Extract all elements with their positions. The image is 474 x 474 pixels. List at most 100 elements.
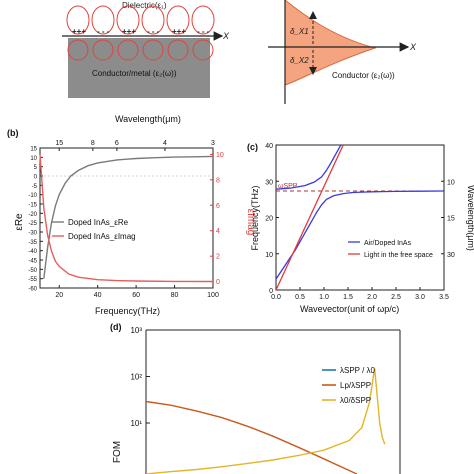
dielectric-label: Dielectric(ε₁) <box>122 1 167 10</box>
field-loop-upper <box>141 5 165 35</box>
y-left-tick-label: 0 <box>34 175 38 181</box>
delta2-label: δ_X2 <box>290 56 309 65</box>
y-left-tick-label: 20 <box>265 216 273 223</box>
panel-c-label: (c) <box>247 142 258 152</box>
panel-a-right: X δ_X1 δ_X2 Conductor (ε₂(ω)) <box>268 0 417 104</box>
x-tick-label: 3.0 <box>415 294 425 301</box>
conductor-label-a2: Conductor (ε₂(ω)) <box>332 71 395 80</box>
panel-c-plot: 0.0 0.5 1.0 1.5 2.0 2.5 3.0 3.5 0 10 20 30 40 10 15 30 ω… <box>265 143 455 301</box>
y-right-tick-label: 4 <box>216 228 220 235</box>
series-line-2 <box>146 368 386 474</box>
field-loop-lower <box>167 39 189 61</box>
panel-c-right-axis-title: Wavelength(μm) <box>466 185 474 251</box>
legend-label-0: Doped InAs_εRe <box>68 218 129 227</box>
y-right-tick-label: 10 <box>447 179 455 186</box>
y-right-tick-label: 30 <box>447 252 455 259</box>
x-axis-label-a: X <box>222 31 230 41</box>
x-tick-label: 20 <box>55 292 63 299</box>
y-left-tick-label: 5 <box>34 165 38 171</box>
y-left-tick-label: -30 <box>28 231 37 237</box>
y-left-tick-label: 40 <box>265 143 273 150</box>
panel-c-curves <box>276 145 444 290</box>
y-left-tick-label: -15 <box>28 203 37 209</box>
series-line-1 <box>276 145 342 190</box>
x-tick-label: 1.0 <box>319 294 329 301</box>
series-line-1 <box>39 154 214 283</box>
delta1-label: δ_X1 <box>290 27 309 36</box>
y-left-tick-label: -45 <box>28 259 37 265</box>
metal-block <box>68 38 210 98</box>
x-tick-label: 60 <box>132 292 140 299</box>
x-tick-label: 0.5 <box>295 294 305 301</box>
surface-charge: - - - <box>197 27 210 36</box>
legend-label-1: Doped InAs_εImag <box>68 232 136 241</box>
x-tick-label: 1.5 <box>343 294 353 301</box>
panel-b-left-axis-title: εRe <box>14 213 25 231</box>
y-tick-label: 10² <box>130 372 142 381</box>
x-tick-label: 100 <box>207 292 219 299</box>
y-right-tick-label: 0 <box>216 279 220 286</box>
x-tick-label: 40 <box>94 292 102 299</box>
y-tick-label: 10³ <box>130 326 142 335</box>
panel-c-left-axis-title: Frequency(THz) <box>250 185 260 250</box>
panel-c-x-axis-title: Wavevector(unit of ωp/c) <box>300 304 399 314</box>
y-left-tick-label: 10 <box>30 156 37 162</box>
field-loop-upper <box>91 5 115 35</box>
field-loop-lower <box>117 39 139 61</box>
legend-label-2: Light in the free space <box>364 252 433 259</box>
field-loop-upper <box>166 5 190 35</box>
panel-b-x-axis-title: Frequency(THz) <box>95 306 160 316</box>
conductor-label: Conductor/metal (ε₂(ω)) <box>92 69 177 78</box>
y-tick-label: 10¹ <box>130 419 142 428</box>
y-left-tick-label: -55 <box>28 277 37 283</box>
top-tick-label: 15 <box>55 140 63 147</box>
y-right-tick-label: 2 <box>216 254 220 261</box>
x-tick-label: 2.5 <box>391 294 401 301</box>
panel-a-left: Dielectric(ε₁) +++ - - - +++ - - - +++ - - - … <box>62 1 230 98</box>
top-tick-label: 3 <box>211 140 215 147</box>
omega-spp-label: ωSPP <box>278 183 298 190</box>
x-tick-label: 2.0 <box>367 294 377 301</box>
y-left-tick-label: -40 <box>28 249 37 255</box>
panel-d: (d) FOM 10³ 10² 10¹ λSPP / λ0 Lp/λSPP λ0/δSPP <box>110 322 401 474</box>
field-loop-lower <box>67 39 89 61</box>
panel-d-plot: 10³ 10² 10¹ λSPP / λ0 Lp/λSPP λ0/δSPP <box>130 326 401 474</box>
surface-charge: +++ <box>172 27 186 36</box>
y-left-tick-label: -25 <box>28 221 37 227</box>
x-tick-label: 3.5 <box>439 294 449 301</box>
field-loop-upper <box>66 5 90 35</box>
series-line-2 <box>276 145 344 290</box>
field-loop-upper <box>116 5 140 35</box>
panel-d-y-axis-title: FOM <box>112 441 123 463</box>
y-left-tick-label: -60 <box>28 287 37 293</box>
panel-d-curves <box>146 368 386 474</box>
series-line-0 <box>43 155 214 279</box>
field-loop-lower <box>192 39 214 61</box>
panel-c: (c) Wavevector(unit of ωp/c) Frequency(T… <box>247 142 474 314</box>
y-left-tick-label: 15 <box>30 147 37 153</box>
x-axis-label-a2: X <box>409 42 417 52</box>
y-right-tick-label: 8 <box>216 177 220 184</box>
surface-charge: +++ <box>122 27 136 36</box>
series-line-1 <box>146 400 358 474</box>
top-tick-label: 8 <box>91 140 95 147</box>
y-left-tick-label: -35 <box>28 240 37 246</box>
surface-charge: - - - <box>147 27 160 36</box>
y-left-tick-label: -20 <box>28 212 37 218</box>
y-left-tick-label: 0 <box>269 288 273 295</box>
y-right-tick-label: 15 <box>447 216 455 223</box>
decay-profile <box>284 0 377 86</box>
series-line-0 <box>276 190 444 280</box>
x-tick-label: 80 <box>171 292 179 299</box>
panel-b-label: (b) <box>7 128 19 138</box>
field-loop-lower <box>92 39 114 61</box>
panel-b-top-axis-title: Wavelength(μm) <box>115 114 181 124</box>
y-left-tick-label: 30 <box>265 179 273 186</box>
legend-label-0: λSPP / λ0 <box>340 366 376 375</box>
panel-b-frame <box>39 147 214 289</box>
x-tick-label: 0.0 <box>271 294 281 301</box>
panel-d-label: (d) <box>110 322 122 332</box>
y-left-tick-label: -50 <box>28 268 37 274</box>
